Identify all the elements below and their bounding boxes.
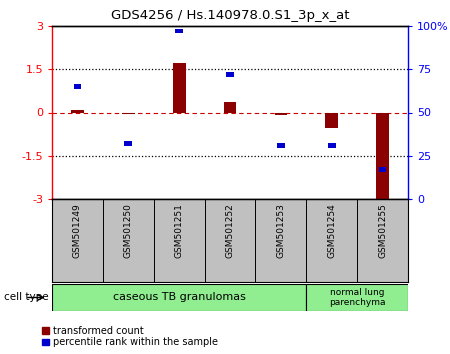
Bar — [325, 113, 338, 129]
Bar — [226, 72, 234, 76]
Text: GSM501251: GSM501251 — [175, 203, 184, 258]
Text: cell type: cell type — [4, 292, 49, 303]
Bar — [224, 102, 236, 113]
Text: GSM501250: GSM501250 — [124, 203, 133, 258]
Bar — [173, 63, 185, 113]
Text: GSM501253: GSM501253 — [276, 203, 285, 258]
Bar — [379, 167, 387, 172]
Bar — [176, 29, 183, 33]
Bar — [74, 84, 81, 89]
Text: caseous TB granulomas: caseous TB granulomas — [112, 292, 246, 303]
Bar — [376, 113, 389, 199]
Text: GSM501249: GSM501249 — [73, 203, 82, 258]
Bar — [274, 113, 287, 115]
Text: GSM501255: GSM501255 — [378, 203, 387, 258]
Bar — [122, 113, 135, 114]
Title: GDS4256 / Hs.140978.0.S1_3p_x_at: GDS4256 / Hs.140978.0.S1_3p_x_at — [111, 9, 349, 22]
Bar — [52, 284, 306, 311]
Text: GSM501252: GSM501252 — [225, 203, 234, 258]
Bar — [328, 143, 336, 148]
Bar — [306, 284, 408, 311]
Text: GSM501254: GSM501254 — [327, 203, 336, 258]
Bar — [125, 142, 132, 146]
Bar — [71, 110, 84, 113]
Bar — [277, 143, 285, 148]
Text: normal lung
parenchyma: normal lung parenchyma — [329, 288, 385, 307]
Legend: transformed count, percentile rank within the sample: transformed count, percentile rank withi… — [41, 325, 219, 348]
